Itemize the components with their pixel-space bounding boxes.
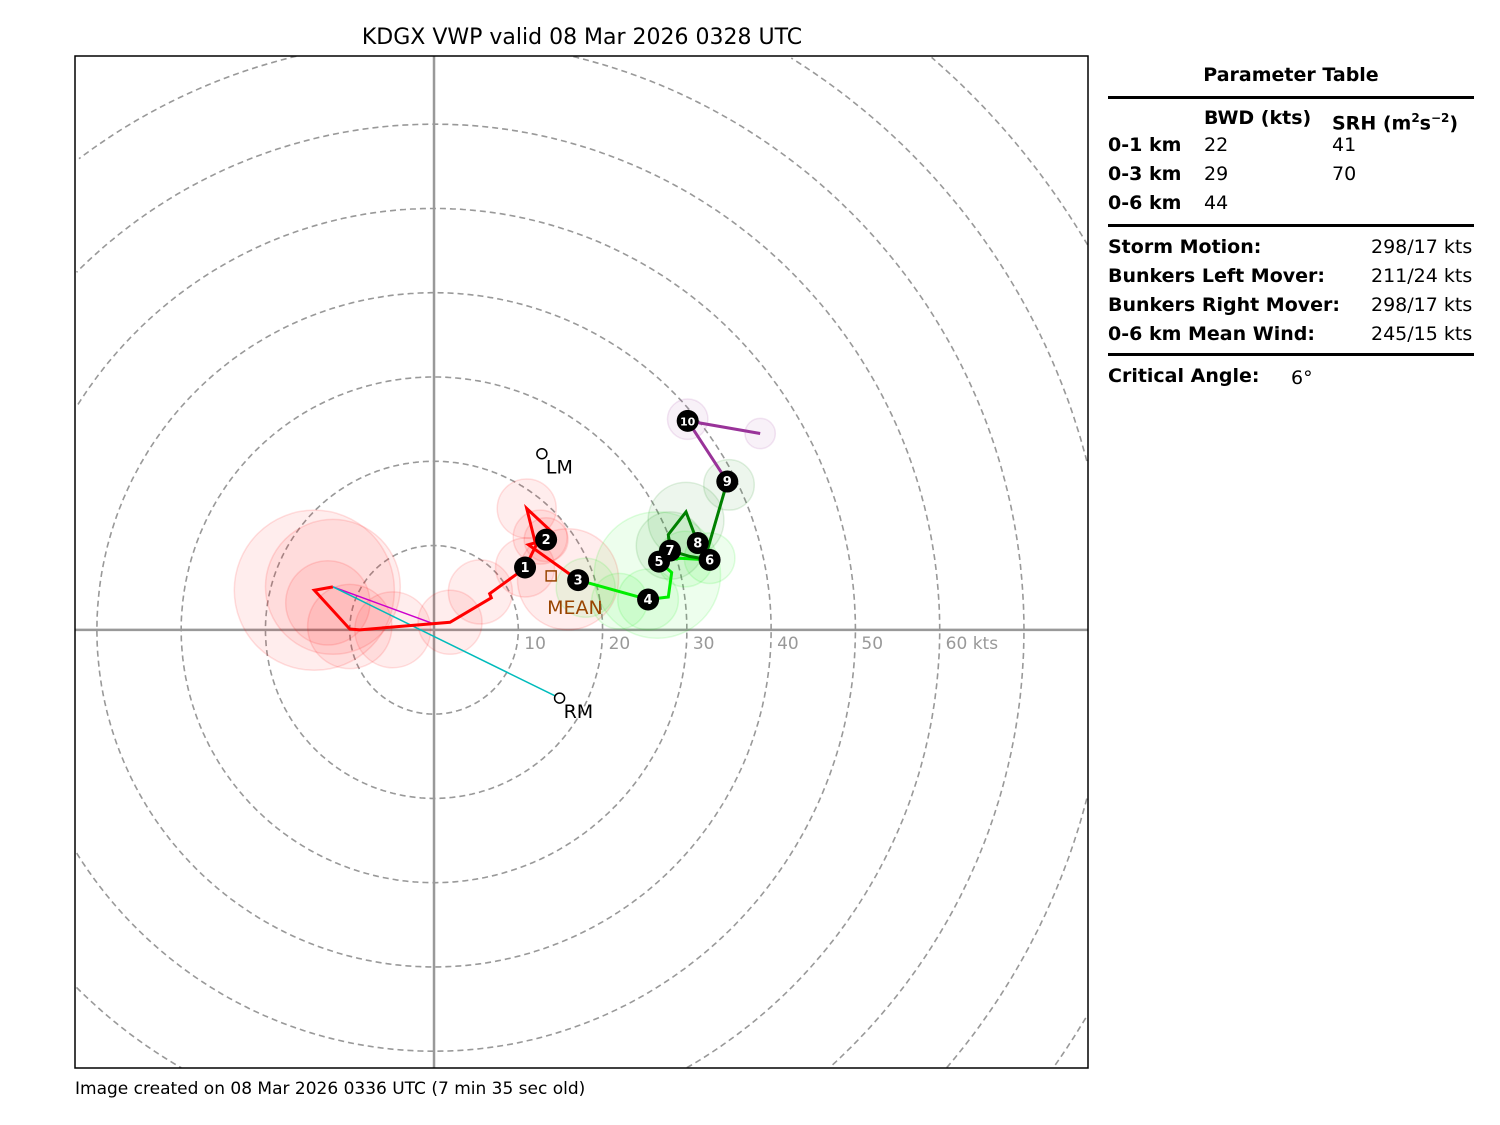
footer-timestamp: Image created on 08 Mar 2026 0336 UTC (7… bbox=[75, 1079, 585, 1099]
ring-label: 10 bbox=[524, 634, 546, 654]
shear-row: 0-3 km 29 70 bbox=[1108, 160, 1474, 189]
divider bbox=[1108, 353, 1474, 356]
ring-label: 20 bbox=[609, 634, 631, 654]
srh-sup1: 2 bbox=[1411, 111, 1420, 125]
parameter-table-title: Parameter Table bbox=[1203, 64, 1379, 86]
layer-label: 0-3 km bbox=[1108, 163, 1182, 185]
height-marker-label: 8 bbox=[693, 537, 702, 552]
bwd-value: 29 bbox=[1204, 163, 1229, 185]
motion-label: 0-6 km Mean Wind: bbox=[1108, 323, 1315, 345]
srh-sup2: −2 bbox=[1430, 111, 1450, 125]
storm-motion-label: RM bbox=[564, 701, 594, 723]
motion-row: Storm Motion: 298/17 kts bbox=[1108, 233, 1474, 262]
srh-mid: s bbox=[1419, 112, 1431, 135]
motion-label: Bunkers Left Mover: bbox=[1108, 265, 1325, 287]
height-marker-label: 1 bbox=[521, 561, 530, 576]
range-ring bbox=[76, 207, 857, 1052]
motion-row: Bunkers Right Mover: 298/17 kts bbox=[1108, 291, 1474, 320]
height-marker bbox=[698, 548, 721, 571]
height-marker bbox=[676, 409, 699, 432]
divider bbox=[1108, 224, 1474, 227]
storm-inflow-line bbox=[332, 586, 435, 625]
critical-angle-value: 6° bbox=[1291, 367, 1313, 389]
motion-label: Bunkers Right Mover: bbox=[1108, 294, 1341, 316]
srh-suffix: ) bbox=[1449, 112, 1459, 135]
mean-wind-label: MEAN bbox=[547, 597, 603, 619]
srh-value: 70 bbox=[1332, 163, 1357, 185]
critical-angle-label: Critical Angle: bbox=[1108, 365, 1260, 387]
bwd-value: 22 bbox=[1204, 134, 1229, 156]
height-marker bbox=[535, 528, 558, 551]
height-marker-label: 10 bbox=[680, 415, 696, 428]
range-ring bbox=[790, 57, 1088, 1068]
bwd-value: 44 bbox=[1204, 192, 1229, 214]
layer-label: 0-6 km bbox=[1108, 192, 1182, 214]
storm-motion-point bbox=[536, 447, 548, 460]
range-ring bbox=[96, 291, 772, 968]
motion-value: 245/15 kts bbox=[1371, 323, 1473, 345]
height-marker bbox=[637, 588, 660, 611]
shear-row: 0-1 km 22 41 bbox=[1108, 131, 1474, 160]
plot-frame bbox=[74, 55, 1089, 1069]
parameter-table: Parameter Table BWD (kts) SRH (m2s−2) 0-… bbox=[1108, 64, 1474, 391]
height-marker-label: 4 bbox=[644, 593, 653, 608]
range-ring bbox=[78, 56, 1025, 1066]
height-marker-label: 3 bbox=[574, 574, 583, 589]
ring-label: 50 bbox=[861, 634, 883, 654]
height-marker bbox=[514, 556, 537, 579]
divider bbox=[1108, 96, 1474, 99]
storm-motion-label: LM bbox=[546, 457, 573, 479]
uncertainty-circle bbox=[447, 559, 514, 625]
range-ring bbox=[264, 460, 604, 800]
motion-label: Storm Motion: bbox=[1108, 236, 1262, 258]
col-header-bwd: BWD (kts) bbox=[1204, 107, 1312, 129]
range-ring bbox=[75, 123, 941, 1068]
motion-row: Bunkers Left Mover: 211/24 kts bbox=[1108, 262, 1474, 291]
motion-value: 211/24 kts bbox=[1371, 265, 1473, 287]
range-ring bbox=[931, 56, 1088, 1066]
motion-value: 298/17 kts bbox=[1371, 236, 1473, 258]
srh-value: 41 bbox=[1332, 134, 1357, 156]
height-marker bbox=[658, 539, 681, 562]
motion-value: 298/17 kts bbox=[1371, 294, 1473, 316]
height-marker bbox=[686, 532, 709, 555]
motion-row: 0-6 km Mean Wind: 245/15 kts bbox=[1108, 320, 1474, 349]
layer-label: 0-1 km bbox=[1108, 134, 1182, 156]
storm-motion-point bbox=[553, 692, 566, 704]
height-marker bbox=[567, 569, 590, 592]
mean-wind-marker bbox=[545, 570, 557, 582]
shear-row: 0-6 km 44 bbox=[1108, 189, 1474, 218]
height-marker-label: 2 bbox=[542, 533, 551, 548]
ring-label: 30 bbox=[693, 634, 715, 654]
ring-label: 40 bbox=[777, 634, 799, 654]
rm-line bbox=[332, 586, 560, 699]
height-marker-label: 6 bbox=[705, 553, 714, 568]
col-header-srh: SRH (m2s−2) bbox=[1332, 105, 1459, 135]
height-marker-label: 7 bbox=[665, 544, 674, 559]
uncertainty-circle bbox=[744, 417, 777, 450]
ring-label: 60 kts bbox=[946, 634, 999, 654]
height-marker-label: 5 bbox=[655, 555, 664, 570]
height-marker bbox=[716, 470, 739, 493]
height-marker-label: 9 bbox=[723, 475, 732, 490]
chart-title: KDGX VWP valid 08 Mar 2026 0328 UTC bbox=[362, 25, 802, 50]
srh-prefix: SRH (m bbox=[1332, 112, 1412, 135]
